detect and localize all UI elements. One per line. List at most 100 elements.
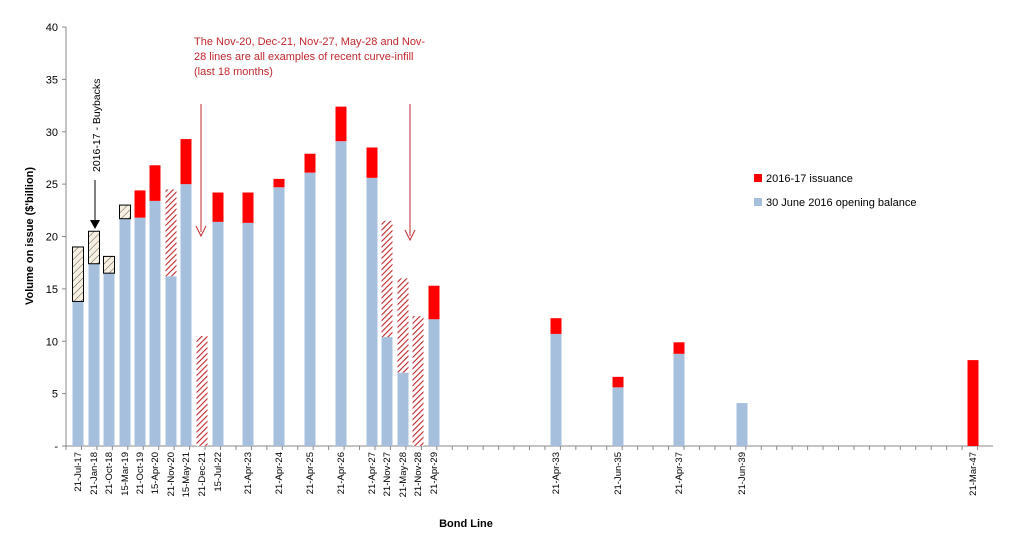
bar-stack [550, 318, 562, 446]
bar-opening-balance [612, 387, 624, 446]
bar-stack [180, 139, 192, 446]
bar-curve-infill [381, 220, 393, 338]
bar-issuance [967, 360, 979, 446]
y-tick-label: 25 [46, 179, 58, 191]
bar-opening-balance [212, 221, 224, 446]
infill-annotation-line-3: (last 18 months) [194, 66, 273, 78]
bar-opening-balance [134, 217, 146, 446]
x-tick-label: 21-Apr-25 [305, 452, 316, 494]
bar-opening-balance [736, 403, 748, 446]
bar-stack [72, 246, 84, 446]
x-tick-label: 21-May-28 [398, 452, 409, 497]
bar-issuance [149, 165, 161, 201]
x-tick-label: 21-Oct-18 [104, 452, 115, 494]
legend-label-issuance: 2016-17 issuance [766, 173, 853, 185]
legend: 2016-17 issuance 30 June 2016 opening ba… [754, 173, 916, 209]
bar-buyback [119, 204, 131, 220]
bar-stack [736, 403, 748, 446]
x-axis-title: Bond Line [439, 518, 493, 530]
bar-curve-infill [196, 336, 208, 446]
bar-issuance [304, 153, 316, 173]
x-tick-label: 21-Nov-20 [166, 452, 177, 496]
bar-opening-balance [273, 187, 285, 446]
bar-issuance [242, 192, 254, 223]
bar-stack [412, 316, 424, 446]
bar-stack [304, 153, 316, 447]
x-tick-label: 15-Apr-20 [150, 452, 161, 494]
infill-annotation-line-1: The Nov-20, Dec-21, Nov-27, May-28 and N… [194, 36, 425, 48]
bar-opening-balance [673, 353, 685, 446]
y-tick-label: 20 [46, 232, 58, 244]
legend-label-opening: 30 June 2016 opening balance [766, 197, 916, 209]
x-tick-label: 15-Mar-19 [120, 452, 131, 496]
infill-arrow-left-head [195, 225, 207, 238]
bar-issuance [335, 106, 347, 142]
x-tick-label: 21-Apr-27 [367, 452, 378, 494]
bar-opening-balance [242, 222, 254, 446]
bar-stack [967, 360, 979, 446]
y-tick-label: - [54, 441, 58, 453]
bar-stack [134, 190, 146, 446]
x-tick-label: 21-Apr-29 [429, 452, 440, 494]
x-tick-label: 15-Jul-22 [213, 452, 224, 492]
bar-opening-balance [397, 372, 409, 446]
bar-stack [273, 178, 285, 446]
bars-group [72, 106, 979, 447]
bar-issuance [673, 342, 685, 354]
bar-opening-balance [180, 184, 192, 446]
bar-opening-balance [366, 177, 378, 446]
bar-stack [88, 230, 100, 446]
bar-opening-balance [550, 333, 562, 446]
bar-stack [612, 376, 624, 446]
bar-stack [149, 165, 161, 446]
bar-opening-balance [119, 218, 131, 446]
bar-issuance [180, 139, 192, 185]
infill-annotation: The Nov-20, Dec-21, Nov-27, May-28 and N… [194, 36, 425, 242]
x-tick-label: 21-Jun-35 [613, 452, 624, 495]
bar-stack [366, 147, 378, 446]
y-tick-label: 10 [46, 336, 58, 348]
bar-issuance [134, 190, 146, 218]
y-tick-label: 15 [46, 284, 58, 296]
bar-buyback [88, 230, 100, 265]
bar-issuance [366, 147, 378, 178]
bar-stack [397, 278, 409, 446]
bar-stack [103, 255, 115, 446]
bar-opening-balance [428, 319, 440, 446]
buyback-annotation: 2016-17 - Buybacks [90, 79, 103, 229]
bar-issuance [612, 376, 624, 388]
bar-stack [381, 220, 393, 446]
bar-curve-infill [165, 189, 177, 277]
bar-stack [242, 192, 254, 446]
bar-issuance [273, 178, 285, 188]
bar-issuance [550, 318, 562, 334]
bar-stack [428, 285, 440, 446]
bar-stack [196, 336, 208, 446]
bar-issuance [212, 192, 224, 222]
x-tick-label: 21-Apr-26 [336, 452, 347, 494]
x-axis [65, 445, 993, 450]
bar-buyback [103, 255, 115, 274]
x-tick-label: 21-Oct-19 [135, 452, 146, 494]
x-tick-label: 21-Apr-24 [274, 452, 285, 494]
x-tick-label: 21-Apr-37 [674, 452, 685, 494]
x-tick-label: 21-Jan-18 [89, 452, 100, 495]
x-tick-label: 15-May-21 [181, 452, 192, 497]
x-tick-label: 21-Nov-27 [382, 452, 393, 496]
x-tick-label: 21-Jun-39 [737, 452, 748, 495]
legend-swatch-issuance [754, 174, 762, 182]
x-tick-labels: 21-Jul-17 21-Jan-18 21-Oct-18 15-Mar-19 21-O… [73, 452, 979, 497]
bar-stack [335, 106, 347, 447]
bar-curve-infill [397, 278, 409, 373]
x-tick-label: 21-Nov-28 [413, 452, 424, 496]
bar-opening-balance [149, 200, 161, 446]
x-tick-label: 21-Dec-21 [197, 452, 208, 496]
bar-issuance [428, 285, 440, 320]
bar-opening-balance [88, 263, 100, 446]
y-tick-label: 5 [52, 389, 58, 401]
buyback-arrow-head [90, 220, 100, 229]
bar-stack [165, 189, 177, 446]
y-tick-label: 40 [46, 22, 58, 34]
bar-stack [212, 192, 224, 446]
